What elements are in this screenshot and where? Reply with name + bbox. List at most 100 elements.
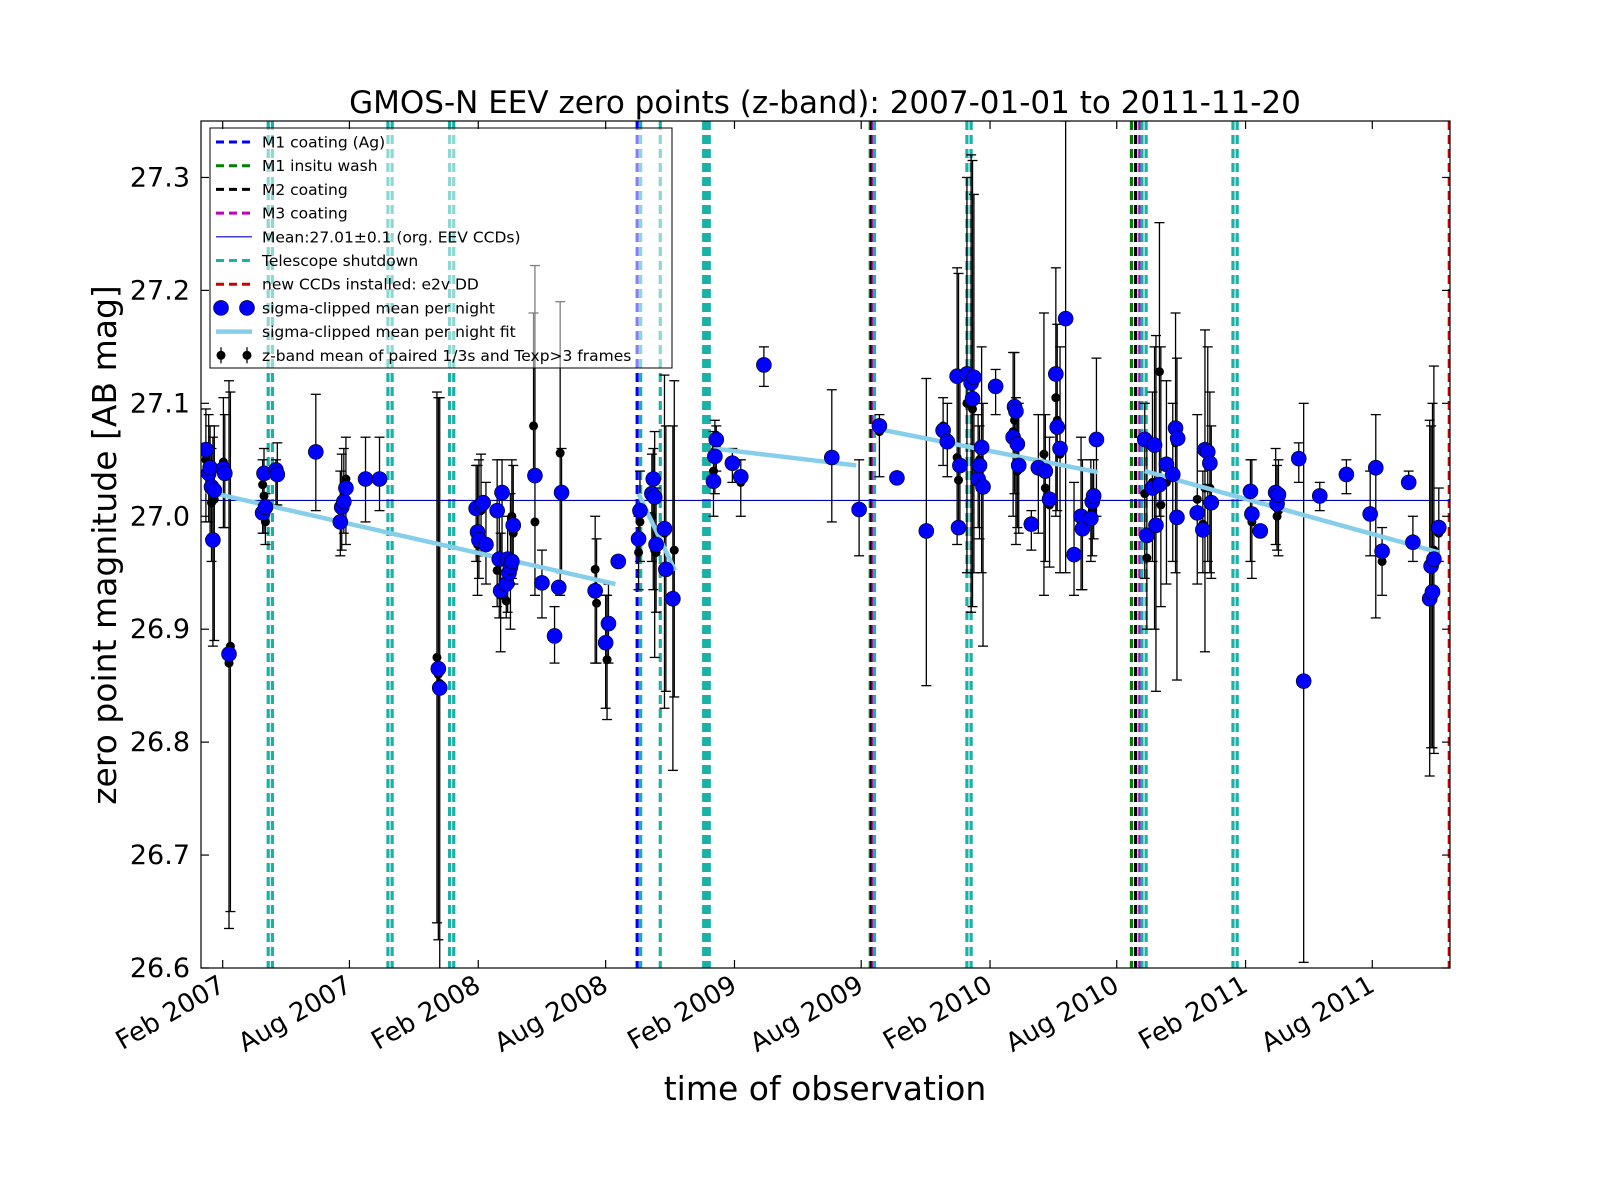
mean-point [966, 369, 982, 386]
y-tick-label: 27.2 [130, 275, 190, 306]
y-axis-label: zero point magnitude [AB mag] [85, 285, 124, 805]
mean-point [964, 391, 981, 407]
chart-title: GMOS-N EEV zero points (z-band): 2007-01… [349, 85, 1301, 121]
mean-point [708, 431, 725, 448]
y-tick-label: 26.6 [130, 953, 190, 984]
mean-point [1148, 517, 1164, 534]
y-axis: 26.6 26.7 26.8 26.9 27.0 27.1 27.2 27.3 [130, 162, 1450, 984]
mean-point [1374, 543, 1390, 560]
mean-point [987, 378, 1004, 395]
mean-point [1139, 527, 1155, 544]
mean-point [1400, 474, 1417, 491]
mean-point [658, 561, 674, 578]
errorbar-marker [529, 421, 539, 431]
mean-point [665, 590, 681, 607]
mean-point [1367, 459, 1384, 476]
mean-point [550, 579, 567, 596]
mean-point [610, 553, 627, 570]
mean-point [534, 575, 550, 591]
legend-entry-label: M1 coating (Ag) [262, 134, 385, 152]
mean-point [338, 480, 354, 496]
mean-point [648, 536, 664, 553]
mean-point [431, 680, 448, 696]
errorbar-marker [592, 598, 602, 608]
errorbar-point [669, 380, 680, 698]
mean-point [308, 444, 324, 460]
legend-entry-label: Telescope shutdown [261, 252, 418, 270]
mean-point [1405, 534, 1421, 551]
legend-entry-label: Mean:27.01±0.1 (org. EEV CCDs) [262, 228, 521, 246]
y-tick-label: 27.3 [130, 162, 190, 193]
mean-point [371, 471, 388, 487]
mean-point [1202, 455, 1218, 471]
mean-point [546, 628, 563, 644]
mean-point [1362, 506, 1378, 522]
mean-point [336, 493, 352, 510]
mean-point [889, 470, 905, 486]
mean-point [1085, 488, 1102, 504]
legend-entry-label: sigma-clipped mean per night fit [262, 323, 516, 341]
legend-swatch-marker [213, 300, 229, 316]
mean-point [1066, 546, 1082, 563]
errorbar-marker [258, 480, 268, 490]
legend-entry-label: sigma-clipped mean per night [262, 299, 495, 317]
mean-point [950, 519, 967, 536]
errorbar-point [1050, 267, 1061, 517]
y-tick-label: 26.8 [130, 727, 190, 758]
mean-point [221, 646, 237, 662]
mean-point [952, 457, 968, 474]
mean-point [1430, 519, 1447, 536]
mean-point [1088, 431, 1105, 448]
mean-point [597, 634, 614, 651]
mean-point [973, 439, 990, 456]
mean-point [206, 482, 223, 499]
mean-point [939, 433, 956, 450]
errorbar-marker [1051, 393, 1061, 403]
mean-point [1426, 551, 1442, 567]
errorbar-marker [669, 545, 679, 555]
mean-point [1295, 673, 1312, 689]
mean-point [1151, 476, 1168, 493]
errorbar-marker [1377, 556, 1387, 566]
mean-point [1074, 520, 1091, 537]
mean-point [756, 357, 772, 373]
errorbar-marker [501, 596, 511, 606]
mean-point [630, 531, 647, 547]
y-tick-label: 26.9 [130, 614, 190, 645]
mean-point [632, 502, 648, 519]
x-axis-label: time of observation [664, 1069, 987, 1108]
mean-point [724, 455, 741, 471]
mean-point [1037, 463, 1054, 479]
mean-point [553, 484, 570, 501]
errorbar-point [953, 272, 964, 534]
mean-point [656, 520, 673, 537]
mean-point [918, 523, 935, 539]
mean-point [971, 457, 988, 474]
mean-point [1242, 483, 1259, 500]
mean-point [600, 615, 617, 632]
errorbar-point [1192, 413, 1203, 585]
mean-point [1203, 494, 1220, 511]
mean-point [707, 448, 723, 465]
errorbar-marker [1154, 367, 1164, 377]
mean-point [505, 517, 522, 534]
errorbar-point [1040, 413, 1051, 563]
mean-point [732, 468, 749, 485]
mean-point [504, 553, 520, 570]
errorbar-point [633, 515, 644, 591]
mean-point [478, 536, 494, 553]
mean-point [851, 501, 867, 518]
mean-point [1311, 488, 1328, 504]
mean-point [527, 467, 543, 484]
errorbar-marker [1192, 494, 1202, 504]
mean-point [257, 499, 274, 516]
errorbar-marker [634, 547, 644, 557]
legend-box [209, 127, 673, 369]
mean-point [824, 449, 840, 466]
errorbar-marker [259, 491, 269, 501]
legend-entry-label: new CCDs installed: e2v DD [262, 276, 479, 294]
mean-point [489, 502, 505, 519]
mean-point [494, 484, 510, 501]
errorbar-marker [590, 564, 600, 574]
legend-swatch-marker [239, 300, 255, 316]
